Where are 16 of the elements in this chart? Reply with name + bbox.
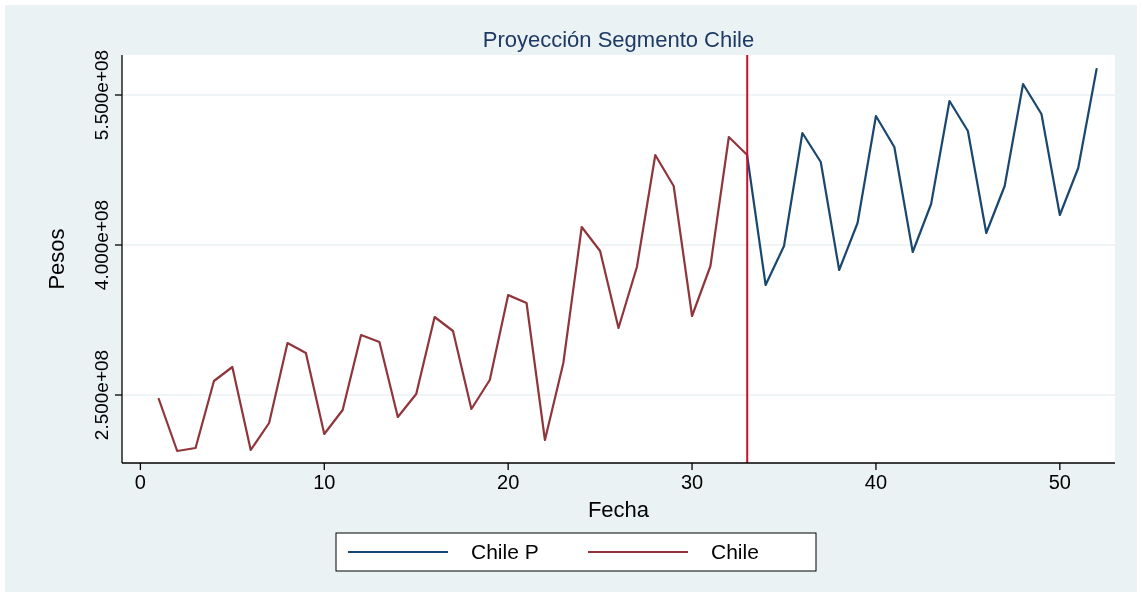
y-tick-label: 5.500e+08: [91, 49, 112, 141]
y-tick-label: 2.500e+08: [91, 349, 112, 441]
legend-label: Chile: [711, 540, 759, 563]
legend-label: Chile P: [471, 540, 539, 563]
x-tick-label: 40: [864, 471, 888, 493]
y-tick-label: 4.000e+08: [91, 199, 112, 291]
x-tick-label: 30: [680, 471, 704, 493]
y-axis-title: Pesos: [44, 228, 69, 290]
line-series: [157, 135, 749, 453]
x-tick-label: 10: [313, 471, 336, 493]
x-tick-label: 50: [1048, 471, 1071, 493]
x-tick-label: 0: [134, 471, 146, 493]
line-series: [746, 67, 1098, 287]
x-axis-title: Fecha: [587, 497, 650, 522]
x-tick-label: 20: [497, 471, 520, 493]
chart-title: Proyección Segmento Chile: [482, 27, 755, 52]
